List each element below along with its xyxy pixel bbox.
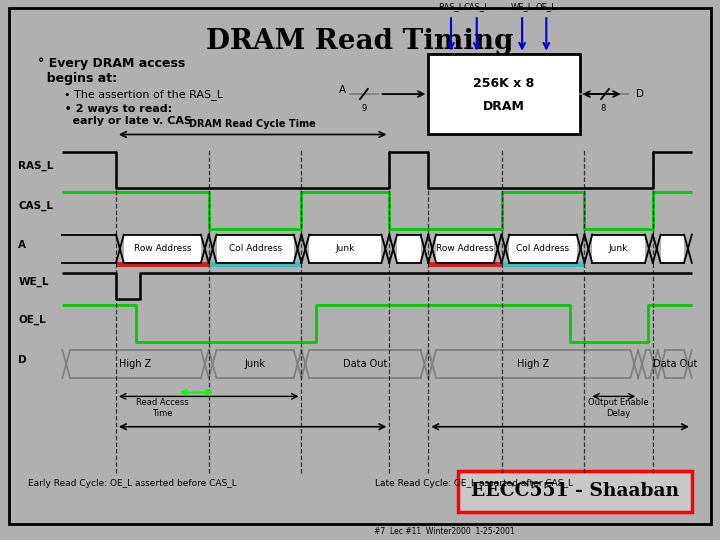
Text: DRAM Read Timing: DRAM Read Timing bbox=[206, 28, 514, 55]
Bar bbox=[209, 262, 302, 267]
Bar bbox=[428, 53, 580, 134]
Text: High Z: High Z bbox=[120, 359, 152, 369]
Bar bbox=[217, 234, 294, 263]
Text: Row Address: Row Address bbox=[134, 244, 191, 253]
Bar bbox=[428, 262, 502, 267]
Bar bbox=[124, 234, 201, 263]
Text: 8: 8 bbox=[600, 104, 606, 113]
Text: CAS_L: CAS_L bbox=[464, 2, 490, 11]
Text: WE_L: WE_L bbox=[511, 2, 534, 11]
Bar bbox=[661, 234, 684, 263]
Text: DRAM Read Cycle Time: DRAM Read Cycle Time bbox=[189, 119, 316, 130]
Text: A: A bbox=[339, 85, 346, 95]
Text: High Z: High Z bbox=[517, 359, 549, 369]
Text: Early Read Cycle: OE_L asserted before CAS_L: Early Read Cycle: OE_L asserted before C… bbox=[28, 479, 237, 488]
Text: Late Read Cycle: OE_L asserted after CAS_L: Late Read Cycle: OE_L asserted after CAS… bbox=[374, 479, 572, 488]
Text: CAS_L: CAS_L bbox=[19, 201, 53, 212]
Bar bbox=[502, 262, 585, 267]
Text: WE_L: WE_L bbox=[19, 277, 49, 287]
Text: 256K x 8: 256K x 8 bbox=[473, 77, 534, 90]
Bar bbox=[436, 234, 494, 263]
Text: ° Every DRAM access
  begins at:: ° Every DRAM access begins at: bbox=[38, 57, 185, 85]
Text: RAS_L: RAS_L bbox=[19, 161, 54, 171]
Text: DRAM: DRAM bbox=[483, 100, 525, 113]
Text: Read Access
Time: Read Access Time bbox=[136, 399, 189, 418]
Text: • 2 ways to read:
    early or late v. CAS: • 2 ways to read: early or late v. CAS bbox=[58, 104, 192, 126]
Text: Junk: Junk bbox=[336, 244, 355, 253]
Bar bbox=[397, 234, 420, 263]
Text: Data Out: Data Out bbox=[343, 359, 387, 369]
Text: Data Out: Data Out bbox=[652, 359, 697, 369]
Text: #7  Lec #11  Winter2000  1-25-2001: #7 Lec #11 Winter2000 1-25-2001 bbox=[374, 526, 515, 536]
Bar bbox=[310, 234, 382, 263]
Text: EECC551 - Shaaban: EECC551 - Shaaban bbox=[471, 482, 679, 501]
Text: RAS_L: RAS_L bbox=[438, 2, 464, 11]
Text: OE_L: OE_L bbox=[19, 314, 46, 325]
Text: Row Address: Row Address bbox=[436, 244, 494, 253]
Text: Col Address: Col Address bbox=[228, 244, 282, 253]
Bar bbox=[593, 234, 645, 263]
Text: Col Address: Col Address bbox=[516, 244, 570, 253]
Text: D: D bbox=[636, 89, 644, 99]
Text: A: A bbox=[19, 240, 27, 249]
Text: D: D bbox=[19, 355, 27, 365]
Bar bbox=[116, 262, 209, 267]
Text: OE_L: OE_L bbox=[536, 2, 557, 11]
Bar bbox=[509, 234, 577, 263]
Text: Output Enable
Delay: Output Enable Delay bbox=[588, 399, 649, 418]
Text: Junk: Junk bbox=[609, 244, 629, 253]
Bar bbox=[458, 471, 692, 512]
Text: 9: 9 bbox=[361, 104, 366, 113]
Text: Junk: Junk bbox=[245, 359, 266, 369]
Text: • The assertion of the RAS_L: • The assertion of the RAS_L bbox=[58, 89, 223, 100]
